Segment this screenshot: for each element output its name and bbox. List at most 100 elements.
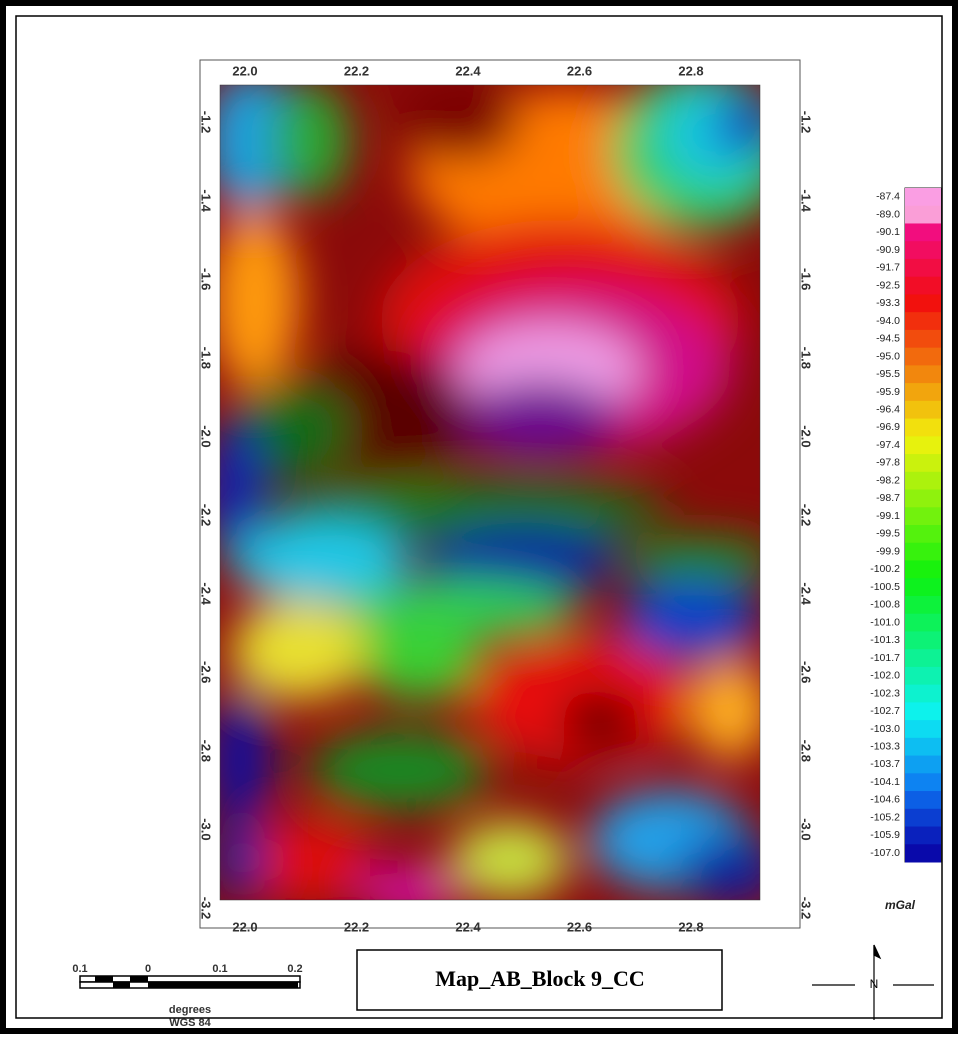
color-label: -103.3 — [870, 740, 900, 752]
color-label: -99.9 — [876, 545, 900, 557]
top-tick-label: 22.0 — [232, 63, 257, 78]
left-tick-label: -1.4 — [199, 189, 214, 212]
map-title: Map_AB_Block 9_CC — [435, 966, 645, 991]
bottom-tick-label: 22.0 — [232, 919, 257, 934]
right-tick-label: -2.8 — [799, 740, 814, 762]
color-swatch — [905, 188, 941, 206]
color-swatch — [905, 578, 941, 596]
scale-unit: degrees — [169, 1004, 211, 1016]
right-tick-label: -1.6 — [799, 268, 814, 290]
legend-unit: mGal — [885, 898, 916, 912]
left-tick-label: -3.2 — [199, 897, 214, 919]
color-swatch — [905, 844, 941, 862]
scale-label: 0.1 — [72, 963, 87, 975]
scale-label: 0 — [145, 963, 151, 975]
left-tick-label: -1.8 — [199, 347, 214, 369]
color-swatch — [905, 490, 941, 508]
right-tick-label: -2.0 — [799, 425, 814, 447]
left-tick-label: -1.6 — [199, 268, 214, 290]
color-swatch — [905, 348, 941, 366]
color-swatch — [905, 631, 941, 649]
color-label: -97.4 — [876, 439, 900, 451]
color-swatch — [905, 649, 941, 667]
color-label: -101.3 — [870, 634, 900, 646]
scale-label: 0.2 — [287, 963, 302, 975]
color-swatch — [905, 223, 941, 241]
color-swatch — [905, 773, 941, 791]
color-label: -100.2 — [870, 563, 900, 575]
right-tick-label: -2.2 — [799, 504, 814, 526]
color-swatch — [905, 401, 941, 419]
color-swatch — [905, 685, 941, 703]
color-label: -99.1 — [876, 510, 900, 522]
top-tick-label: 22.4 — [455, 63, 481, 78]
color-label: -95.0 — [876, 350, 900, 362]
color-swatch — [905, 436, 941, 454]
color-label: -101.0 — [870, 616, 900, 628]
gravity-map — [205, 70, 790, 910]
color-label: -96.9 — [876, 421, 900, 433]
top-tick-label: 22.6 — [567, 63, 592, 78]
color-swatch — [905, 383, 941, 401]
left-tick-label: -2.0 — [199, 425, 214, 447]
color-label: -102.3 — [870, 687, 900, 699]
color-swatch — [905, 419, 941, 437]
color-swatch — [905, 702, 941, 720]
right-tick-label: -3.2 — [799, 897, 814, 919]
color-swatch — [905, 738, 941, 756]
color-swatch — [905, 596, 941, 614]
bottom-tick-label: 22.6 — [567, 919, 592, 934]
color-label: -105.2 — [870, 811, 900, 823]
right-tick-label: -2.6 — [799, 661, 814, 683]
color-label: -99.5 — [876, 528, 900, 540]
color-swatch — [905, 206, 941, 224]
left-tick-label: -2.8 — [199, 740, 214, 762]
left-tick-label: -2.6 — [199, 661, 214, 683]
right-tick-label: -1.2 — [799, 111, 814, 133]
color-swatch — [905, 241, 941, 259]
color-swatch — [905, 720, 941, 738]
scale-bar — [80, 976, 300, 988]
color-label: -94.5 — [876, 333, 900, 345]
left-tick-label: -1.2 — [199, 111, 214, 133]
color-label: -96.4 — [876, 403, 900, 415]
color-label: -97.8 — [876, 457, 900, 469]
color-label: -94.0 — [876, 315, 900, 327]
scale-label: 0.1 — [212, 963, 227, 975]
left-tick-label: -3.0 — [199, 818, 214, 840]
color-swatch — [905, 543, 941, 561]
color-swatch — [905, 809, 941, 827]
right-tick-label: -1.8 — [799, 347, 814, 369]
color-label: -104.1 — [870, 776, 900, 788]
bottom-tick-label: 22.8 — [678, 919, 703, 934]
color-label: -87.4 — [876, 191, 900, 203]
color-label: -103.0 — [870, 723, 900, 735]
color-label: -89.0 — [876, 208, 900, 220]
top-tick-label: 22.2 — [344, 63, 369, 78]
color-swatch — [905, 525, 941, 543]
right-tick-label: -3.0 — [799, 818, 814, 840]
color-swatch — [905, 827, 941, 845]
color-swatch — [905, 277, 941, 295]
color-label: -91.7 — [876, 262, 900, 274]
color-label: -101.7 — [870, 652, 900, 664]
right-tick-label: -2.4 — [799, 582, 814, 605]
left-tick-label: -2.4 — [199, 582, 214, 605]
color-label: -107.0 — [870, 847, 900, 859]
color-swatch — [905, 472, 941, 490]
color-swatch — [905, 507, 941, 525]
north-label: N — [870, 977, 879, 991]
color-swatch — [905, 312, 941, 330]
bottom-tick-label: 22.4 — [455, 919, 481, 934]
color-label: -95.9 — [876, 386, 900, 398]
color-label: -100.8 — [870, 599, 900, 611]
color-label: -100.5 — [870, 581, 900, 593]
color-label: -104.6 — [870, 794, 900, 806]
bottom-tick-label: 22.2 — [344, 919, 369, 934]
color-label: -102.0 — [870, 670, 900, 682]
color-label: -92.5 — [876, 279, 900, 291]
color-label: -103.7 — [870, 758, 900, 770]
color-label: -95.5 — [876, 368, 900, 380]
color-swatch — [905, 330, 941, 348]
color-swatch — [905, 756, 941, 774]
